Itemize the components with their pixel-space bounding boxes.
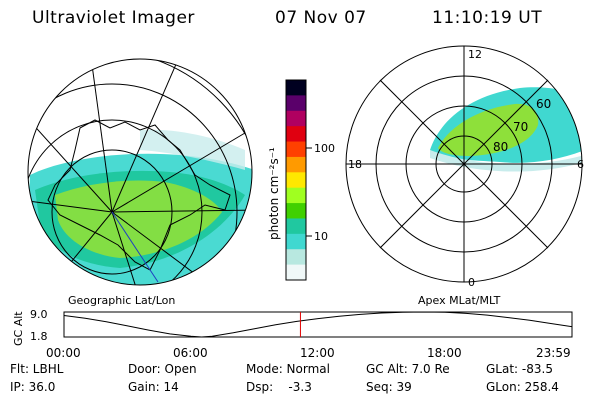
latitude-ring-middle [28, 119, 203, 285]
altitude-series-line [63, 311, 572, 338]
mlat-label-70: 70 [513, 120, 528, 134]
y-axis-label: GC Alt [12, 311, 25, 346]
colorbar-tick-label: 10 [314, 230, 328, 243]
colorbar-cell [286, 187, 306, 204]
x-tick-label: 23:59 [536, 346, 571, 360]
time-label: 11:10:19 UT [432, 8, 543, 28]
mode-field: Mode: Normal [246, 362, 330, 376]
colorbar-cell [286, 233, 306, 250]
meridian-line [111, 209, 252, 213]
colorbar: 100 10 photon cm⁻²s⁻¹ [267, 79, 335, 281]
meridian-line [111, 129, 251, 213]
right-map-caption: Apex MLat/MLT [418, 294, 501, 307]
meridian-line [28, 199, 113, 213]
colorbar-cell [286, 156, 306, 173]
colorbar-cell [286, 141, 306, 158]
geographic-map [27, 58, 253, 286]
emission-region-green [55, 180, 222, 258]
latitude-ring-inner [51, 149, 173, 275]
mlat-label-80: 80 [493, 140, 508, 154]
date-label: 07 Nov 07 [275, 8, 367, 28]
mlat-label-60: 60 [536, 97, 551, 111]
colorbar-frame [285, 79, 307, 281]
x-tick-label: 18:00 [427, 346, 462, 360]
mlt-label-12: 12 [468, 48, 482, 61]
x-tick-label: 00:00 [46, 346, 81, 360]
oval-region-green [438, 103, 539, 156]
mlt-label-0: 0 [468, 276, 475, 289]
meridian-line [39, 211, 113, 285]
seq-field: Seq: 39 [366, 380, 412, 394]
colorbar-cell [286, 264, 306, 281]
colorbar-cell [286, 80, 306, 96]
glat-field: GLat: -83.5 [486, 362, 553, 376]
ip-field: IP: 36.0 [10, 380, 56, 394]
chart-frame [63, 311, 573, 338]
y-tick-label: 9.0 [30, 308, 48, 321]
y-tick-label: 1.8 [30, 330, 48, 343]
colorbar-label: photon cm⁻²s⁻¹ [267, 147, 281, 240]
x-tick-label: 06:00 [173, 346, 208, 360]
mlt-label-18: 18 [348, 158, 362, 171]
colorbar-cell [286, 218, 306, 235]
colorbar-cell [286, 95, 306, 112]
latitude-ring-outer [28, 83, 238, 285]
flt-field: Flt: LBHL [10, 362, 64, 376]
terminator-line [111, 211, 159, 283]
x-tick-label: 12:00 [300, 346, 335, 360]
map-frame [27, 58, 253, 286]
door-field: Door: Open [128, 362, 197, 376]
meridian-line [89, 59, 113, 213]
colorbar-cell [286, 249, 306, 266]
meridian-line [111, 211, 231, 285]
meridian-line [111, 59, 181, 213]
colorbar-cell [286, 126, 306, 143]
glon-field: GLon: 258.4 [486, 380, 559, 394]
emission-region-faint [140, 129, 245, 170]
dsp-field: Dsp: -3.3 [246, 380, 312, 394]
mlt-diagonal [379, 79, 549, 249]
gain-field: Gain: 14 [128, 380, 179, 394]
colorbar-tick-label: 100 [314, 142, 335, 155]
colorbar-cell [286, 172, 306, 189]
left-map-caption: Geographic Lat/Lon [68, 294, 175, 307]
mlt-label-6: 6 [577, 158, 584, 171]
colorbar-cell [286, 203, 306, 219]
altitude-chart: 9.0 1.8 GC Alt 00:00 06:00 12:00 18:00 23:59 [12, 308, 573, 360]
polar-map: 12 18 6 0 60 70 80 [345, 45, 584, 289]
instrument-title: Ultraviolet Imager [32, 8, 195, 28]
colorbar-cell [286, 110, 306, 127]
gc-alt-field: GC Alt: 7.0 Re [366, 362, 450, 376]
meridian-line [111, 211, 141, 285]
oval-region-faint [430, 150, 582, 172]
